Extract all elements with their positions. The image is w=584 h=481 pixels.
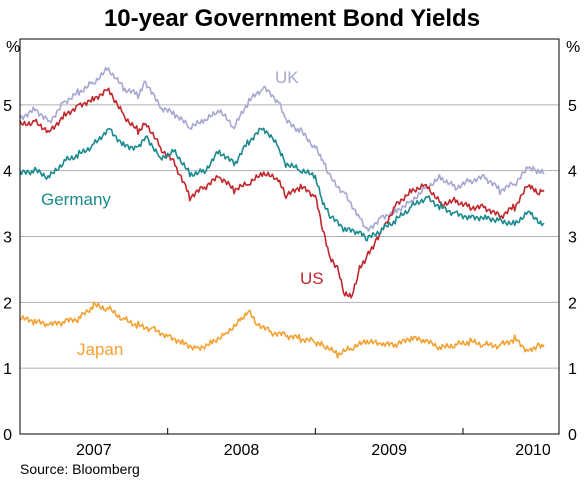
x-tick-2009: 2009 <box>371 442 407 459</box>
y-tick-left-3: 3 <box>3 230 12 247</box>
y-tick-left-0: 0 <box>3 427 12 444</box>
y-tick-right-1: 1 <box>568 361 577 378</box>
y-tick-left-4: 4 <box>3 164 12 181</box>
y-axis-right: 0 1 2 3 4 5 <box>568 98 577 444</box>
chart-title: 10-year Government Bond Yields <box>104 5 480 32</box>
y-unit-left: % <box>6 39 20 56</box>
source-note: Source: Bloomberg <box>20 461 140 477</box>
y-tick-right-0: 0 <box>568 427 577 444</box>
series-line-us <box>19 87 545 299</box>
y-tick-right-3: 3 <box>568 230 577 247</box>
y-tick-right-2: 2 <box>568 295 577 312</box>
series-lines <box>19 66 545 359</box>
series-line-germany <box>19 127 545 242</box>
series-label-us: US <box>300 269 324 288</box>
x-axis: 2007 2008 2009 2010 <box>76 428 551 459</box>
plot-frame <box>19 38 560 435</box>
y-unit-right: % <box>566 39 580 56</box>
y-tick-left-2: 2 <box>3 295 12 312</box>
gridlines <box>20 104 559 369</box>
y-tick-right-4: 4 <box>568 164 577 181</box>
series-line-japan <box>19 301 545 359</box>
series-line-uk <box>19 66 545 232</box>
y-tick-left-1: 1 <box>3 361 12 378</box>
y-axis-left: 0 1 2 3 4 5 <box>3 98 12 444</box>
series-label-uk: UK <box>275 68 299 87</box>
series-label-japan: Japan <box>77 340 123 359</box>
y-tick-left-5: 5 <box>3 98 12 115</box>
x-tick-2010: 2010 <box>515 442 551 459</box>
y-tick-right-5: 5 <box>568 98 577 115</box>
x-tick-2007: 2007 <box>76 442 112 459</box>
x-tick-2008: 2008 <box>224 442 260 459</box>
series-label-germany: Germany <box>41 190 111 209</box>
